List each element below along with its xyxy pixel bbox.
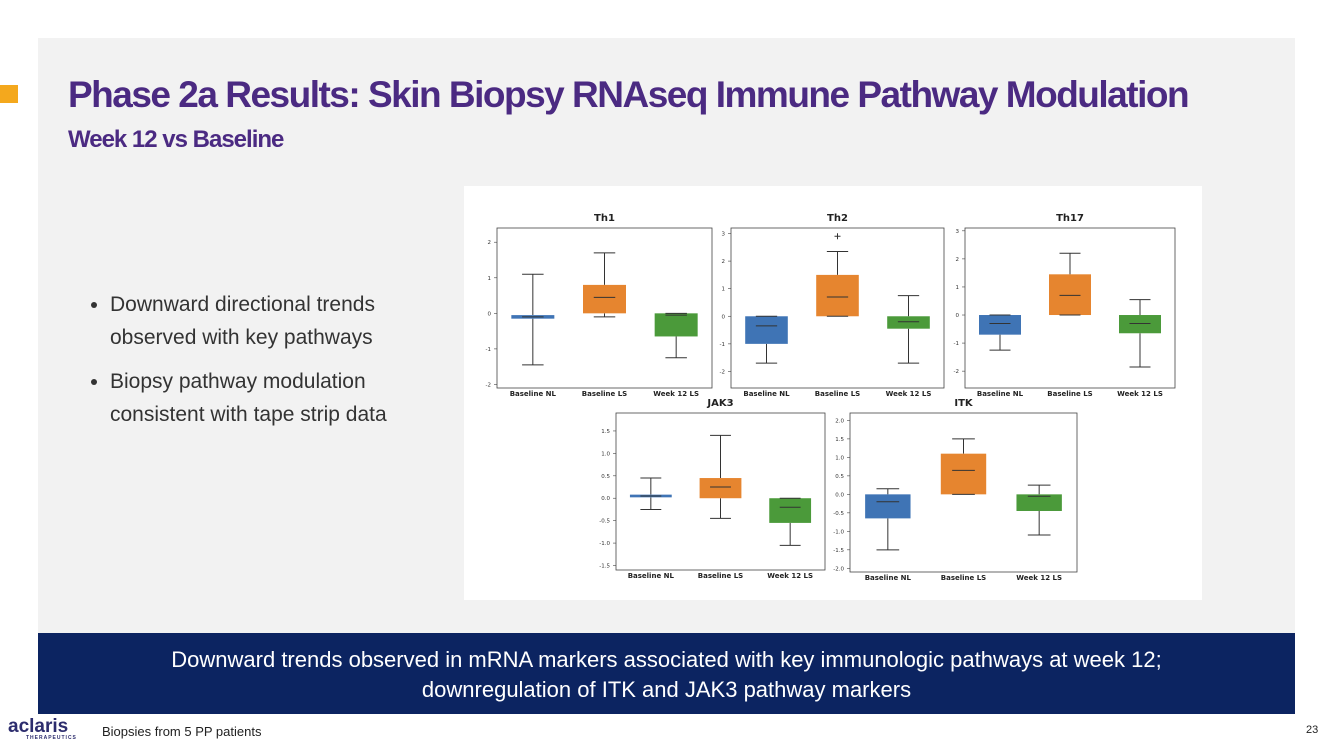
y-tick-label: -2 (486, 382, 491, 388)
y-tick-label: -1 (486, 347, 491, 353)
x-tick-label: Week 12 LS (1016, 574, 1062, 582)
y-tick-label: 3 (722, 232, 726, 238)
y-tick-label: -2 (954, 369, 959, 375)
x-tick-label: Baseline NL (865, 574, 912, 582)
x-tick-label: Baseline LS (815, 390, 860, 398)
x-tick-label: Baseline NL (628, 572, 675, 580)
box (979, 315, 1021, 335)
bullet-list: Downward directional trends observed wit… (80, 288, 410, 442)
y-tick-label: 0 (722, 314, 726, 320)
y-tick-label: -1 (954, 341, 959, 347)
banner: Downward trends observed in mRNA markers… (38, 633, 1295, 714)
box (865, 494, 911, 519)
page-number: 23 (1306, 724, 1319, 736)
box (583, 284, 626, 314)
y-tick-label: -1.5 (833, 548, 844, 554)
x-tick-label: Week 12 LS (886, 390, 932, 398)
y-tick-label: 0.0 (835, 492, 844, 498)
y-tick-label: 1 (722, 287, 726, 293)
x-tick-label: Baseline LS (941, 574, 986, 582)
y-tick-label: 2 (722, 259, 726, 265)
box (699, 478, 742, 499)
y-tick-label: 1.5 (601, 429, 610, 435)
banner-line: downregulation of ITK and JAK3 pathway m… (421, 677, 912, 702)
slide-subtitle: Week 12 vs Baseline (68, 126, 284, 153)
y-tick-label: 1.0 (835, 455, 844, 461)
chart-image (464, 186, 1202, 600)
box (654, 313, 698, 337)
logo: aclaris THERAPEUTICS (8, 716, 77, 741)
y-tick-label: 2.0 (835, 418, 844, 424)
y-tick-label: 1.0 (601, 451, 610, 457)
y-tick-label: 0 (488, 311, 492, 317)
box (745, 316, 788, 344)
axes-frame (964, 227, 1176, 389)
slide-title: Phase 2a Results: Skin Biopsy RNAseq Imm… (68, 74, 1190, 115)
y-tick-label: -2 (720, 369, 725, 375)
y-tick-label: -1 (720, 342, 725, 348)
footnote: Biopsies from 5 PP patients (102, 724, 262, 739)
box (1049, 274, 1091, 316)
chart-title: Th1 (594, 213, 615, 224)
y-tick-label: -1.0 (599, 541, 610, 547)
flier (834, 233, 841, 240)
x-tick-label: Baseline LS (1047, 390, 1092, 398)
y-tick-label: -0.5 (833, 511, 844, 517)
y-tick-label: 1 (488, 276, 492, 282)
y-tick-label: 3 (956, 229, 960, 235)
y-tick-label: -1.5 (599, 564, 610, 570)
x-tick-label: Baseline LS (698, 572, 743, 580)
logo-name: aclaris (8, 716, 69, 737)
accent-square (0, 85, 18, 103)
box (769, 498, 812, 523)
y-tick-label: 0 (956, 313, 960, 319)
x-tick-label: Baseline LS (582, 390, 627, 398)
y-tick-label: 0.5 (601, 474, 610, 480)
y-tick-label: -1.0 (833, 529, 844, 535)
x-tick-label: Week 12 LS (653, 390, 699, 398)
x-tick-label: Baseline NL (743, 390, 790, 398)
x-tick-label: Baseline NL (977, 390, 1024, 398)
chart-title: Th17 (1056, 213, 1084, 224)
bullet: Downward directional trends observed wit… (110, 288, 410, 354)
y-tick-label: 0.0 (601, 496, 610, 502)
y-tick-label: -0.5 (599, 519, 610, 525)
y-tick-label: 1.5 (835, 437, 844, 443)
logo-tagline: THERAPEUTICS (26, 735, 77, 741)
x-tick-label: Week 12 LS (1117, 390, 1163, 398)
box (940, 453, 987, 495)
banner-line: Downward trends observed in mRNA markers… (171, 647, 1162, 672)
bullet: Biopsy pathway modulation consistent wit… (110, 365, 410, 431)
box (816, 274, 859, 317)
axes-frame (849, 412, 1078, 573)
chart-title: JAK3 (706, 398, 733, 409)
box (1119, 315, 1161, 334)
box (1016, 494, 1062, 511)
y-tick-label: 2 (956, 257, 960, 263)
chart-title: ITK (954, 398, 974, 409)
axes-frame (496, 227, 713, 389)
y-tick-label: -2.0 (833, 566, 844, 572)
chart-title: Th2 (827, 213, 848, 224)
x-tick-label: Baseline NL (510, 390, 557, 398)
box (887, 316, 930, 329)
y-tick-label: 0.5 (835, 474, 844, 480)
axes-frame (615, 412, 826, 571)
axes-frame (730, 227, 945, 389)
x-tick-label: Week 12 LS (767, 572, 813, 580)
y-tick-label: 2 (488, 240, 492, 246)
y-tick-label: 1 (956, 285, 960, 291)
